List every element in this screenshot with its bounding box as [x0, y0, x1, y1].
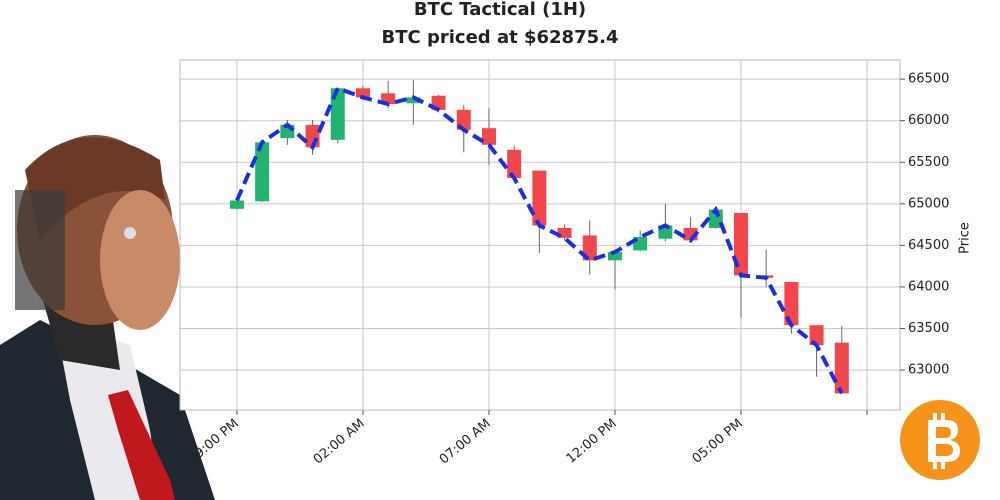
candle-body	[355, 88, 370, 98]
y-axis-label: Price	[958, 222, 973, 254]
plot-area	[179, 59, 901, 411]
candle-body	[557, 227, 572, 238]
candle-body	[733, 212, 748, 276]
candle-body	[229, 200, 244, 209]
chart-subtitle: BTC priced at $62875.4	[382, 27, 619, 48]
candle-body	[406, 97, 421, 104]
close-line	[235, 85, 844, 395]
x-tick-label: 12:00 PM	[564, 416, 620, 466]
candle-body	[330, 88, 345, 140]
x-tick-label: 05:00 PM	[690, 416, 746, 466]
y-tick-label: 65000	[908, 196, 949, 211]
y-tick-label: 66500	[908, 72, 949, 87]
candle-body	[784, 281, 799, 326]
y-tick-label: 65500	[908, 155, 949, 170]
bitcoin-logo	[900, 400, 980, 480]
y-tick-label: 66000	[908, 113, 949, 128]
candle-body	[532, 170, 547, 226]
y-tick-label: 63500	[908, 321, 949, 336]
candle-body	[507, 149, 522, 179]
candle-body	[582, 235, 597, 261]
y-tick-label: 64000	[908, 279, 949, 294]
candle-body	[834, 342, 849, 394]
candle-body	[381, 93, 396, 105]
candle-body	[255, 142, 270, 202]
candle-body	[481, 128, 496, 145]
robot-illustration	[0, 135, 215, 500]
x-tick-label: 07:00 AM	[437, 416, 494, 467]
y-tick-label: 63000	[908, 363, 949, 378]
candle-body	[607, 252, 622, 261]
x-tick-label: 02:00 AM	[311, 416, 368, 467]
chart-title: BTC Tactical (1H)	[414, 0, 586, 20]
y-tick-label: 64500	[908, 238, 949, 253]
